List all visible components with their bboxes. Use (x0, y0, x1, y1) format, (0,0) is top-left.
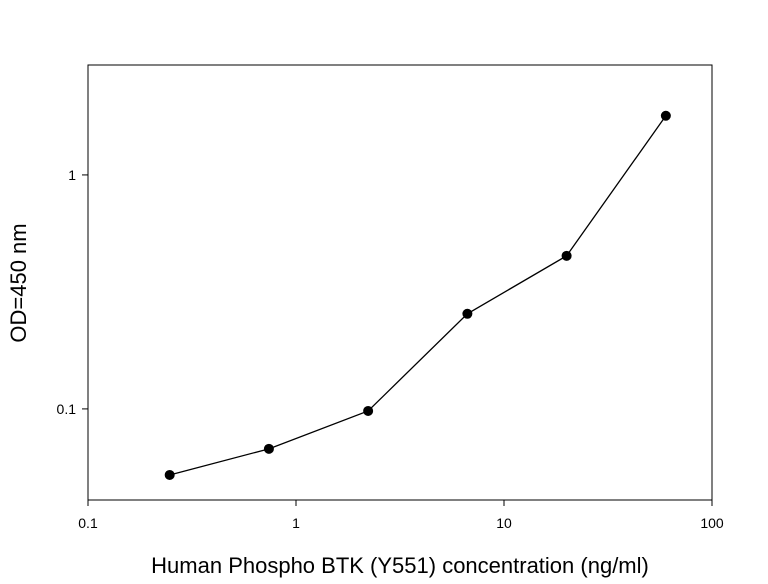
x-tick-label: 100 (700, 515, 724, 531)
data-point (164, 469, 175, 480)
y-axis-label: OD=450 nm (6, 223, 31, 342)
y-tick-label: 1 (68, 167, 76, 183)
x-axis-label: Human Phospho BTK (Y551) concentration (… (151, 553, 649, 578)
data-point (263, 443, 274, 454)
plot-frame (87, 64, 713, 501)
x-tick-label: 1 (292, 515, 300, 531)
x-tick-label: 0.1 (78, 515, 98, 531)
data-point (462, 308, 473, 319)
data-point (660, 110, 671, 121)
y-tick-label: 0.1 (57, 401, 77, 417)
series-line (169, 115, 667, 476)
x-tick-label: 10 (496, 515, 512, 531)
data-point (561, 250, 572, 261)
data-point (363, 405, 374, 416)
